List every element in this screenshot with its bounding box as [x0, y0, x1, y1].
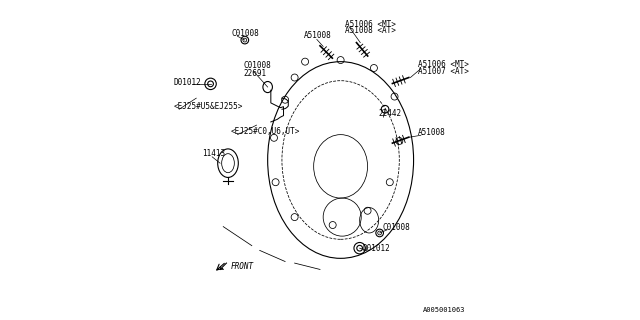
Text: A51008: A51008	[418, 128, 445, 137]
Text: 22442: 22442	[379, 108, 402, 117]
Text: A51006 <MT>: A51006 <MT>	[346, 20, 396, 29]
Text: FRONT: FRONT	[230, 262, 253, 271]
Text: <EJ25#C0,U6,UT>: <EJ25#C0,U6,UT>	[230, 127, 300, 136]
Text: A51008: A51008	[304, 31, 332, 40]
Text: A51006 <MT>: A51006 <MT>	[418, 60, 468, 69]
Text: C01008: C01008	[244, 61, 271, 70]
Text: A005001063: A005001063	[423, 307, 465, 313]
Text: C01008: C01008	[232, 28, 260, 38]
Text: D01012: D01012	[363, 244, 390, 253]
Text: 11413: 11413	[202, 149, 225, 158]
Text: A51007 <AT>: A51007 <AT>	[418, 67, 468, 76]
Text: A51008 <AT>: A51008 <AT>	[346, 26, 396, 35]
Text: D01012: D01012	[173, 78, 201, 87]
Text: C01008: C01008	[383, 223, 411, 232]
Text: 22691: 22691	[244, 69, 267, 78]
Text: <EJ25#U5&EJ255>: <EJ25#U5&EJ255>	[173, 101, 243, 111]
